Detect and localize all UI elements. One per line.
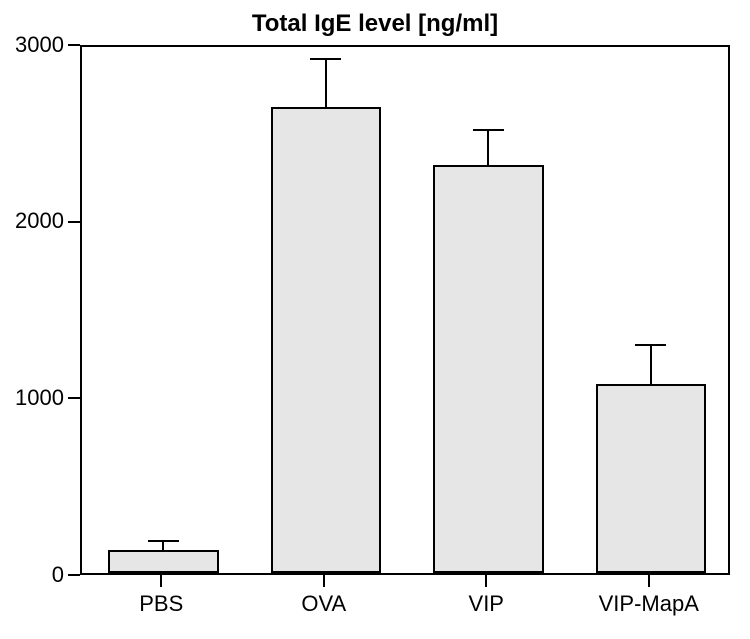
- bar-VIP: [433, 165, 544, 573]
- x-tick: [323, 575, 325, 587]
- bar-VIP-MapA: [596, 384, 707, 573]
- errorbar-stem: [325, 59, 327, 107]
- errorbar-cap: [635, 344, 666, 346]
- errorbar-cap: [473, 129, 504, 131]
- errorbar-stem: [162, 541, 164, 550]
- x-tick: [648, 575, 650, 587]
- bar-OVA: [271, 107, 382, 573]
- plot-area: [80, 45, 730, 575]
- y-tick-label: 0: [0, 562, 64, 588]
- errorbar-cap: [148, 540, 179, 542]
- errorbar-cap: [310, 58, 341, 60]
- x-tick-label: PBS: [80, 591, 243, 617]
- errorbar-stem: [650, 345, 652, 384]
- y-tick-label: 2000: [0, 208, 64, 234]
- y-tick: [68, 221, 80, 223]
- x-tick-label: VIP: [405, 591, 568, 617]
- chart-title: Total IgE level [ng/ml]: [0, 10, 750, 38]
- y-tick: [68, 397, 80, 399]
- y-tick: [68, 574, 80, 576]
- x-tick: [160, 575, 162, 587]
- x-tick-label: OVA: [243, 591, 406, 617]
- x-tick-label: VIP-MapA: [568, 591, 731, 617]
- y-tick-label: 3000: [0, 32, 64, 58]
- y-tick: [68, 44, 80, 46]
- chart-container: Total IgE level [ng/ml] 0 1000 2000 3000 PBS…: [0, 0, 750, 639]
- x-tick: [485, 575, 487, 587]
- bar-PBS: [108, 550, 219, 573]
- errorbar-stem: [487, 130, 489, 165]
- y-tick-label: 1000: [0, 385, 64, 411]
